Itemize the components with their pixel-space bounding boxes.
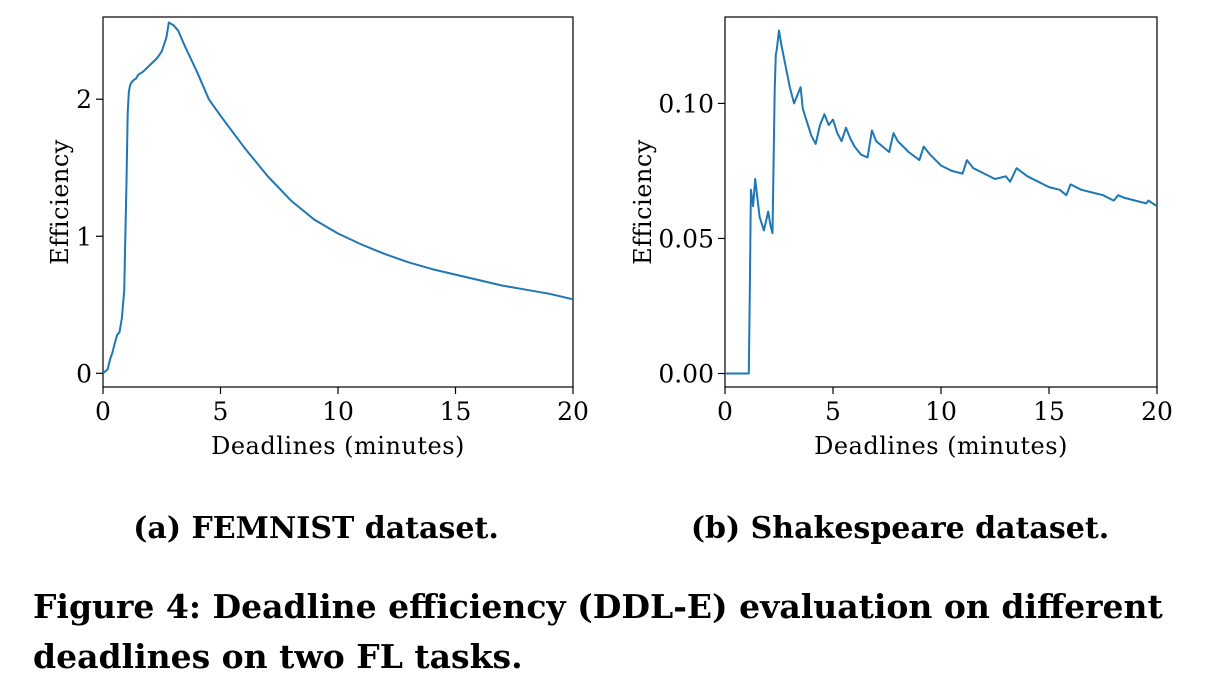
y-tick-label: 0 (76, 359, 92, 388)
efficiency-line (725, 29, 1158, 375)
plot-frame (102, 16, 574, 388)
y-tick-label: 2 (76, 85, 92, 114)
x-tick-label: 10 (925, 397, 957, 426)
y-axis-label: Efficiency (46, 139, 74, 265)
figure-caption-line-1: Figure 4: Deadline efficiency (DDL-E) ev… (33, 587, 1163, 626)
panel-femnist: 0 5 10 15 20 0 1 2 Deadlines (minutes) Efficie… (46, 16, 589, 546)
subcaption-b: (b) Shakespeare dataset. (691, 511, 1109, 546)
plot-frame (724, 16, 1158, 388)
x-tick-label: 20 (1141, 397, 1173, 426)
x-tick-label: 10 (322, 397, 354, 426)
y-tick-label: 0.00 (658, 359, 714, 388)
y-tick-label: 0.05 (658, 224, 714, 253)
x-tick-label: 15 (440, 397, 472, 426)
panel-shakespeare: 0 5 10 15 20 0.00 0.05 0.10 Deadlines (minutes… (629, 16, 1173, 546)
y-tick-label: 1 (76, 222, 92, 251)
x-tick-label: 0 (717, 397, 733, 426)
y-axis-label: Efficiency (629, 139, 657, 265)
y-tick-label: 0.10 (658, 89, 714, 118)
x-tick-label: 0 (95, 397, 111, 426)
x-axis-label: Deadlines (minutes) (211, 432, 465, 460)
x-axis-label: Deadlines (minutes) (814, 432, 1068, 460)
figure-caption-line-2: deadlines on two FL tasks. (33, 637, 523, 676)
x-tick-label: 20 (557, 397, 589, 426)
x-tick-label: 5 (213, 397, 229, 426)
subcaption-a: (a) FEMNIST dataset. (133, 511, 499, 546)
x-tick-label: 5 (825, 397, 841, 426)
x-tick-label: 15 (1033, 397, 1065, 426)
efficiency-line (102, 21, 574, 375)
